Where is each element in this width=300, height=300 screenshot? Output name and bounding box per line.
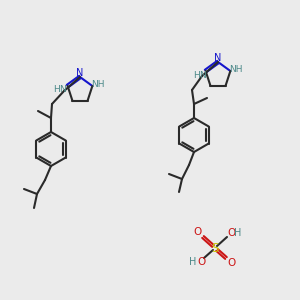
Text: N: N: [58, 85, 65, 94]
Text: NH: NH: [92, 80, 105, 89]
Text: H: H: [234, 228, 242, 238]
Text: N: N: [214, 53, 222, 63]
Text: O: O: [197, 257, 205, 267]
Text: NH: NH: [230, 65, 243, 74]
Text: H: H: [54, 85, 60, 94]
Text: N: N: [199, 70, 206, 80]
Text: S: S: [211, 242, 219, 254]
Text: O: O: [194, 227, 202, 237]
Text: H: H: [189, 257, 197, 267]
Text: O: O: [227, 228, 235, 238]
Text: O: O: [227, 258, 235, 268]
Text: N: N: [76, 68, 84, 78]
Text: H: H: [194, 70, 200, 80]
